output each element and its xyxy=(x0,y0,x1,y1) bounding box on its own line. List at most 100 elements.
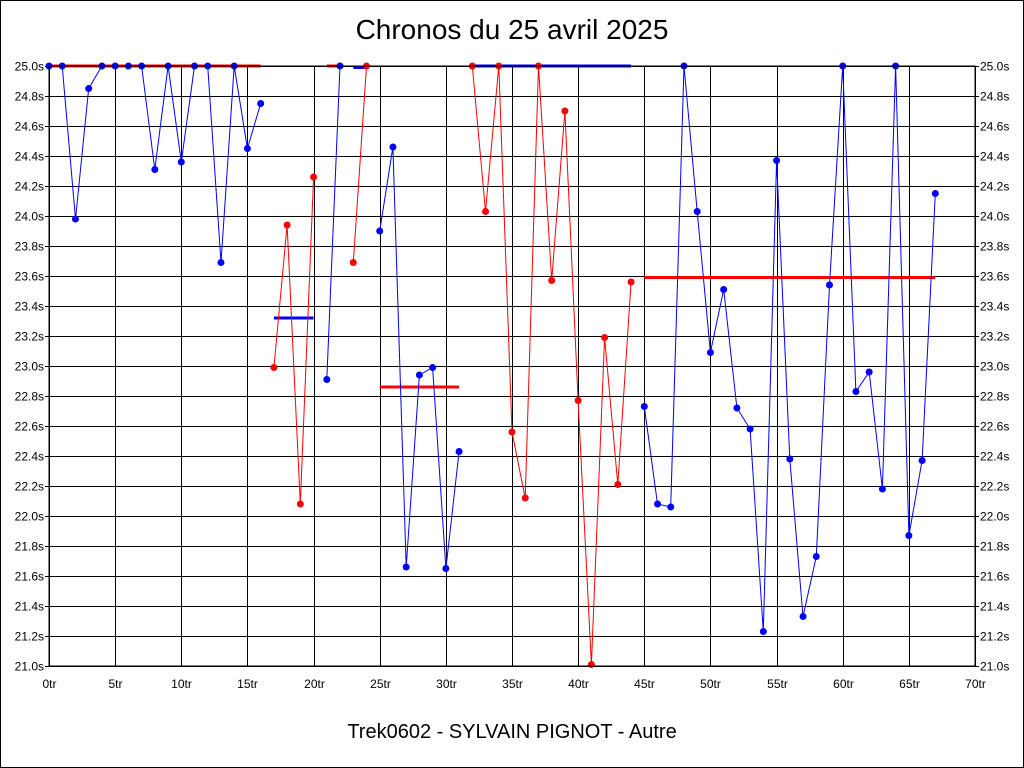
x-tick-label: 15tr xyxy=(237,677,258,691)
chart-subtitle: Trek0602 - SYLVAIN PIGNOT - Autre xyxy=(347,721,677,743)
y-tick-label-left: 21.6s xyxy=(15,570,44,584)
y-tick-label-right: 21.0s xyxy=(980,660,1009,674)
y-tick-label-right: 23.4s xyxy=(980,300,1009,314)
series-group xyxy=(45,62,939,668)
y-tick-label-right: 22.0s xyxy=(980,510,1009,524)
y-tick-label-right: 24.0s xyxy=(980,210,1009,224)
grid-lines xyxy=(45,66,979,667)
y-tick-label-left: 24.6s xyxy=(15,120,44,134)
plot-border xyxy=(48,65,976,667)
x-tick-label: 0tr xyxy=(42,677,56,691)
data-point xyxy=(455,448,463,455)
data-point xyxy=(627,278,635,286)
data-point xyxy=(905,532,913,539)
x-tick-label: 20tr xyxy=(304,677,325,691)
x-tick-label: 40tr xyxy=(568,677,589,691)
data-point xyxy=(759,628,767,635)
data-point xyxy=(773,157,781,164)
y-tick-label-left: 21.8s xyxy=(15,540,44,554)
data-point xyxy=(706,349,714,356)
data-point xyxy=(508,428,516,436)
x-tick-label: 65tr xyxy=(899,677,920,691)
x-axis: 0tr 5tr 10tr 15tr 20tr 25tr 30tr 35tr 40tr 45tr 50… xyxy=(42,677,985,691)
data-point xyxy=(601,334,609,341)
data-point xyxy=(587,661,595,668)
x-tick-label: 45tr xyxy=(634,677,655,691)
data-point xyxy=(825,281,833,289)
data-point xyxy=(415,371,423,379)
data-point xyxy=(812,553,820,560)
data-point xyxy=(746,425,754,433)
y-tick-label-left: 23.0s xyxy=(15,360,44,374)
data-point xyxy=(296,500,304,508)
y-tick-label-right: 22.4s xyxy=(980,450,1009,464)
x-tick-label: 25tr xyxy=(370,677,391,691)
y-tick-label-left: 23.4s xyxy=(15,300,44,314)
data-point xyxy=(402,563,410,571)
series-line xyxy=(471,65,632,665)
data-point xyxy=(85,85,93,92)
series-line xyxy=(352,65,367,263)
series-line xyxy=(273,176,315,505)
y-tick-label-left: 22.2s xyxy=(15,480,44,494)
data-point xyxy=(865,368,873,376)
data-point xyxy=(243,145,251,152)
y-tick-label-left: 21.0s xyxy=(15,660,44,674)
data-point xyxy=(257,100,265,107)
data-point xyxy=(878,485,886,493)
y-tick-label-left: 24.4s xyxy=(15,150,44,164)
x-tick-label: 30tr xyxy=(436,677,457,691)
y-tick-label-left: 22.0s xyxy=(15,510,44,524)
data-point xyxy=(574,397,582,404)
x-tick-label: 60tr xyxy=(833,677,854,691)
data-point xyxy=(270,364,278,371)
y-tick-label-left: 24.8s xyxy=(15,90,44,104)
y-tick-label-left: 24.2s xyxy=(15,180,44,194)
chart-title: Chronos du 25 avril 2025 xyxy=(355,14,669,45)
data-point xyxy=(442,565,450,572)
y-tick-label-right: 23.6s xyxy=(980,270,1009,284)
y-tick-label-right: 23.2s xyxy=(980,330,1009,344)
data-point xyxy=(389,143,397,151)
data-point xyxy=(786,455,794,463)
y-tick-label-right: 21.8s xyxy=(980,540,1009,554)
data-point xyxy=(720,286,728,293)
series-line xyxy=(49,65,262,263)
x-tick-label: 50tr xyxy=(700,677,721,691)
data-point xyxy=(614,481,622,488)
y-tick-label-right: 24.6s xyxy=(980,120,1009,134)
data-point xyxy=(654,500,662,508)
y-tick-label-left: 21.4s xyxy=(15,600,44,614)
series-line xyxy=(326,65,341,380)
data-point xyxy=(733,404,741,412)
data-point xyxy=(918,457,926,464)
data-point xyxy=(71,215,79,223)
data-point xyxy=(561,107,569,115)
y-axis-left: 21.0s 21.2s 21.4s 21.6s 21.8s 22.0s 22.2s 22.4s… xyxy=(15,60,44,674)
data-point xyxy=(799,613,807,620)
data-point xyxy=(931,190,939,197)
data-point xyxy=(349,259,357,266)
x-tick-label: 5tr xyxy=(108,677,122,691)
data-point xyxy=(482,208,490,215)
y-tick-label-left: 22.8s xyxy=(15,390,44,404)
y-tick-label-left: 23.6s xyxy=(15,270,44,284)
data-point xyxy=(323,376,331,383)
y-tick-label-left: 23.8s xyxy=(15,240,44,254)
data-point xyxy=(283,221,291,229)
data-point xyxy=(177,158,185,166)
x-tick-label: 35tr xyxy=(502,677,523,691)
y-tick-label-left: 25.0s xyxy=(15,60,44,74)
y-tick-label-right: 24.8s xyxy=(980,90,1009,104)
x-tick-label: 10tr xyxy=(171,677,192,691)
data-point xyxy=(310,173,318,181)
y-tick-label-right: 21.4s xyxy=(980,600,1009,614)
data-point xyxy=(852,388,860,395)
y-tick-label-left: 24.0s xyxy=(15,210,44,224)
y-tick-label-right: 22.6s xyxy=(980,420,1009,434)
y-tick-label-left: 22.4s xyxy=(15,450,44,464)
data-point xyxy=(521,494,529,502)
data-point xyxy=(693,208,701,215)
y-tick-label-right: 23.8s xyxy=(980,240,1009,254)
